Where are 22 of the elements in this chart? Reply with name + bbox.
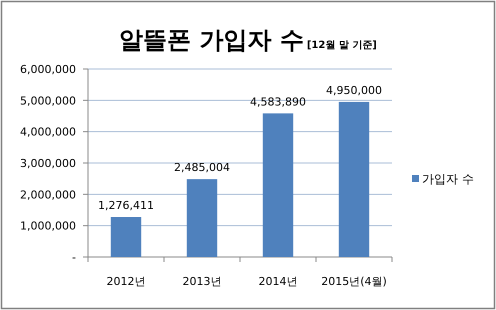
bar [338, 102, 370, 257]
x-tick-label: 2014년 [258, 275, 298, 288]
text: 4,583,890 [250, 95, 306, 108]
legend-label: 가입자 수 [422, 172, 474, 186]
y-tick-label: 5,000,000 [20, 94, 76, 108]
y-tick-label: 6,000,000 [20, 63, 76, 76]
chart-title: 알뜰폰 가입자 수 [119, 26, 304, 54]
x-tick-label: 2012년 [106, 275, 146, 288]
bar [262, 113, 294, 257]
x-tick-label: 2015년(4월) [321, 275, 387, 288]
bar [186, 179, 218, 257]
y-tick-label: 2,000,000 [20, 188, 76, 202]
chart-subtitle: [12월 말 기준] [306, 40, 377, 51]
text: 4,950,000 [326, 84, 382, 97]
x-tick-label: 2013년 [182, 275, 222, 288]
text: 1,276,411 [98, 199, 154, 212]
bar [110, 217, 142, 257]
y-tick-label: - [72, 251, 76, 264]
y-tick-label: 4,000,000 [20, 126, 76, 139]
text: 2,485,004 [174, 161, 230, 174]
y-tick-label: 3,000,000 [20, 157, 76, 170]
y-tick-label: 1,000,000 [20, 220, 76, 233]
